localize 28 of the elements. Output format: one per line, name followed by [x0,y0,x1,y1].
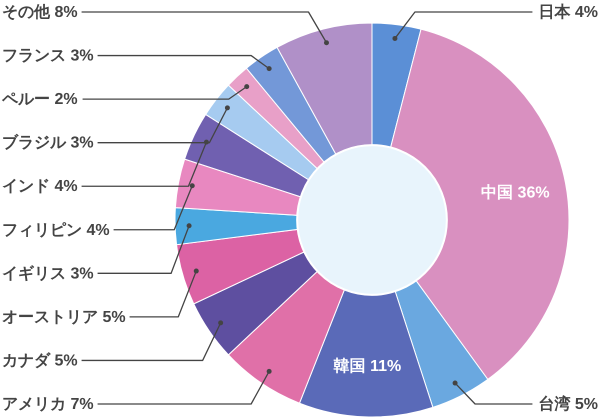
data-label: 4% [54,178,78,195]
data-label: 3% [70,264,94,282]
slice-label: フランス [2,47,70,64]
slice-label: イギリス [2,264,70,282]
slice-label: ペルー [1,90,54,108]
data-label: 2% [54,90,78,108]
data-label: 4% [86,221,110,238]
data-label: 3% [70,47,94,64]
slice-label: フィリピン [2,221,86,238]
slice-label: アメリカ [2,396,70,412]
data-label: 11% [370,357,402,374]
data-label: 5% [574,396,598,412]
data-label: 36% [518,184,550,202]
slice-label: オーストリア [2,308,102,326]
data-label: 7% [70,396,94,412]
data-label: 5% [102,308,126,326]
slice-label: 中国 [481,183,518,202]
slice-label: インド [2,178,54,195]
slice-label: 台湾 [538,394,575,412]
slice-label: カナダ [2,350,54,369]
slice-label: その他 [2,2,54,20]
data-label: 4% [574,4,598,20]
data-label: 8% [54,4,78,20]
slice-label: 韓国 [334,356,370,374]
slice-label: 日本 [538,2,575,20]
data-label: 3% [70,134,94,152]
data-label: 5% [54,352,78,369]
slice-label: ブラジル [2,133,70,152]
